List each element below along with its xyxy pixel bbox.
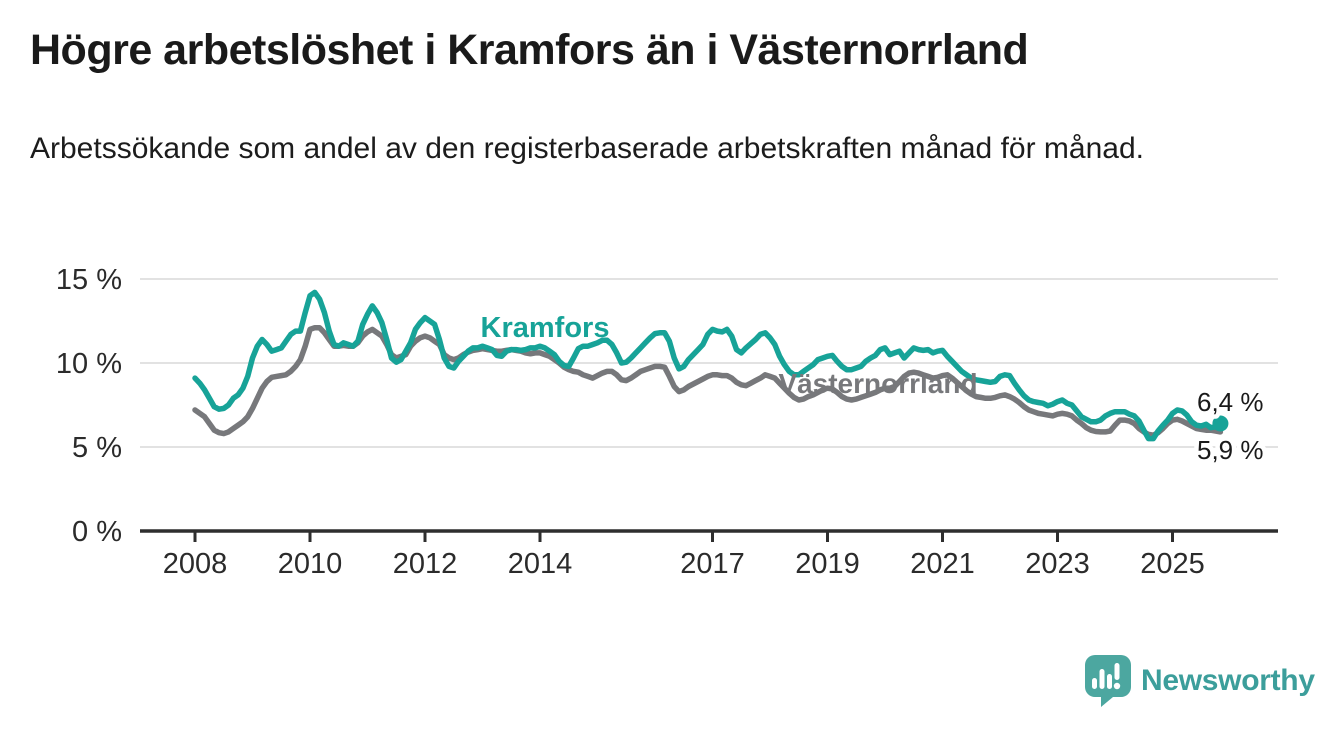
västernorrland-end-value-label: 5,9 % [1197,435,1264,465]
x-axis-tick-label: 2012 [393,548,458,580]
newsworthy-wordmark: Newsworthy [1141,664,1315,697]
y-axis-tick-label: 0 % [72,516,122,548]
kramfors-line [192,289,1224,442]
kramfors-end-dot [1212,415,1229,432]
x-axis-tick-label: 2019 [795,548,860,580]
page-title: Högre arbetslöshet i Kramfors än i Väste… [30,26,1029,74]
newsworthy-logo: Newsworthy [1084,654,1315,708]
x-axis-tick-label: 2023 [1025,548,1090,580]
x-axis-tick-label: 2021 [910,548,975,580]
x-axis-tick-label: 2025 [1140,548,1205,580]
kramfors-end-value-label: 6,4 % [1197,387,1264,417]
y-axis-tick-label: 10 % [56,348,122,380]
y-axis-tick-label: 15 % [56,264,122,296]
y-axis-tick-label: 5 % [72,432,122,464]
västernorrland-line [192,324,1224,438]
bar-chart-speech-bubble-icon [1085,655,1131,707]
x-axis-tick-label: 2008 [163,548,228,580]
kramfors-series-label: Kramfors [481,312,610,344]
x-axis-tick-label: 2014 [508,548,573,580]
x-axis-tick-label: 2017 [680,548,745,580]
västernorrland-series-label: Västernorrland [778,368,977,399]
x-axis-tick-label: 2010 [278,548,343,580]
chart-subtitle: Arbetssökande som andel av den registerb… [30,132,1144,165]
